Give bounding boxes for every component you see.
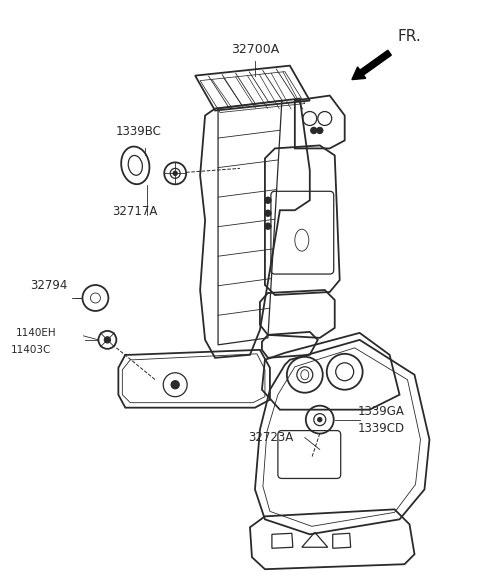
Text: 32794: 32794 (31, 278, 68, 291)
FancyArrow shape (352, 50, 391, 80)
Text: 11403C: 11403C (11, 345, 51, 355)
Circle shape (173, 171, 177, 176)
Text: FR.: FR. (397, 29, 421, 44)
Circle shape (171, 381, 179, 388)
Circle shape (317, 128, 323, 133)
Text: 32723A: 32723A (248, 431, 293, 444)
Circle shape (104, 337, 110, 343)
Circle shape (318, 418, 322, 422)
Text: 32700A: 32700A (231, 43, 279, 56)
Text: 1339BC: 1339BC (115, 126, 161, 139)
Circle shape (311, 128, 317, 133)
Text: 32717A: 32717A (112, 205, 158, 218)
Text: 1339CD: 1339CD (358, 422, 405, 435)
Text: 1339GA: 1339GA (358, 405, 405, 418)
Circle shape (265, 210, 271, 216)
Text: 1140EH: 1140EH (16, 328, 56, 338)
Circle shape (265, 197, 271, 203)
Circle shape (265, 223, 271, 229)
